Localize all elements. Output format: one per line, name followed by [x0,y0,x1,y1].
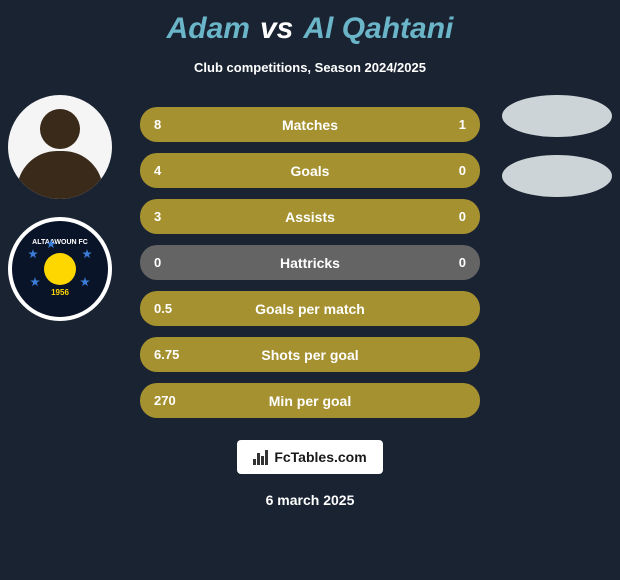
stat-row: 270 Min per goal [140,383,480,418]
stat-label: Goals [291,163,330,179]
title-row: Adam vs Al Qahtani [167,12,454,46]
stat-left-value: 4 [154,163,161,178]
stat-left-value: 270 [154,393,176,408]
stat-label: Goals per match [255,301,365,317]
chart-icon [253,449,269,465]
player1-name: Adam [167,12,250,46]
player1-club-badge: ALTAAWOUN FC 1956 [8,217,112,321]
stat-label: Shots per goal [261,347,358,363]
club-name-label: ALTAAWOUN FC [32,239,88,246]
left-avatars: ALTAAWOUN FC 1956 [8,95,112,321]
fctables-badge: FcTables.com [237,440,382,474]
stat-row: 0 Hattricks 0 [140,245,480,280]
stat-right-value: 1 [459,117,466,132]
stat-row: 8 Matches 1 [140,107,480,142]
content-area: ALTAAWOUN FC 1956 8 Matches 1 4 Goals 0 3 Assis… [0,107,620,418]
stat-label: Hattricks [280,255,340,271]
stat-row: 0.5 Goals per match [140,291,480,326]
club-year-label: 1956 [51,288,69,297]
right-avatars [502,95,612,197]
subtitle: Club competitions, Season 2024/2025 [0,60,620,75]
player2-name: Al Qahtani [303,12,453,46]
stat-label: Assists [285,209,335,225]
footer: FcTables.com 6 march 2025 [0,440,620,508]
player1-avatar [8,95,112,199]
stats-list: 8 Matches 1 4 Goals 0 3 Assists 0 0 Hattricks 0 0.5 G… [140,107,480,418]
stat-left-value: 3 [154,209,161,224]
stat-row: 4 Goals 0 [140,153,480,188]
stat-left-value: 0.5 [154,301,172,316]
stat-label: Min per goal [269,393,351,409]
stat-row: 6.75 Shots per goal [140,337,480,372]
stat-right-value: 0 [459,255,466,270]
player2-avatar-placeholder [502,95,612,137]
fctables-text: FcTables.com [274,449,366,465]
stat-label: Matches [282,117,338,133]
date-text: 6 march 2025 [0,492,620,508]
stat-right-value: 0 [459,163,466,178]
stat-left-value: 8 [154,117,161,132]
stat-left-value: 0 [154,255,161,270]
vs-text: vs [260,12,293,46]
stat-row: 3 Assists 0 [140,199,480,234]
player2-club-placeholder [502,155,612,197]
header: Adam vs Al Qahtani Club competitions, Se… [0,0,620,75]
stat-left-value: 6.75 [154,347,179,362]
stat-right-value: 0 [459,209,466,224]
